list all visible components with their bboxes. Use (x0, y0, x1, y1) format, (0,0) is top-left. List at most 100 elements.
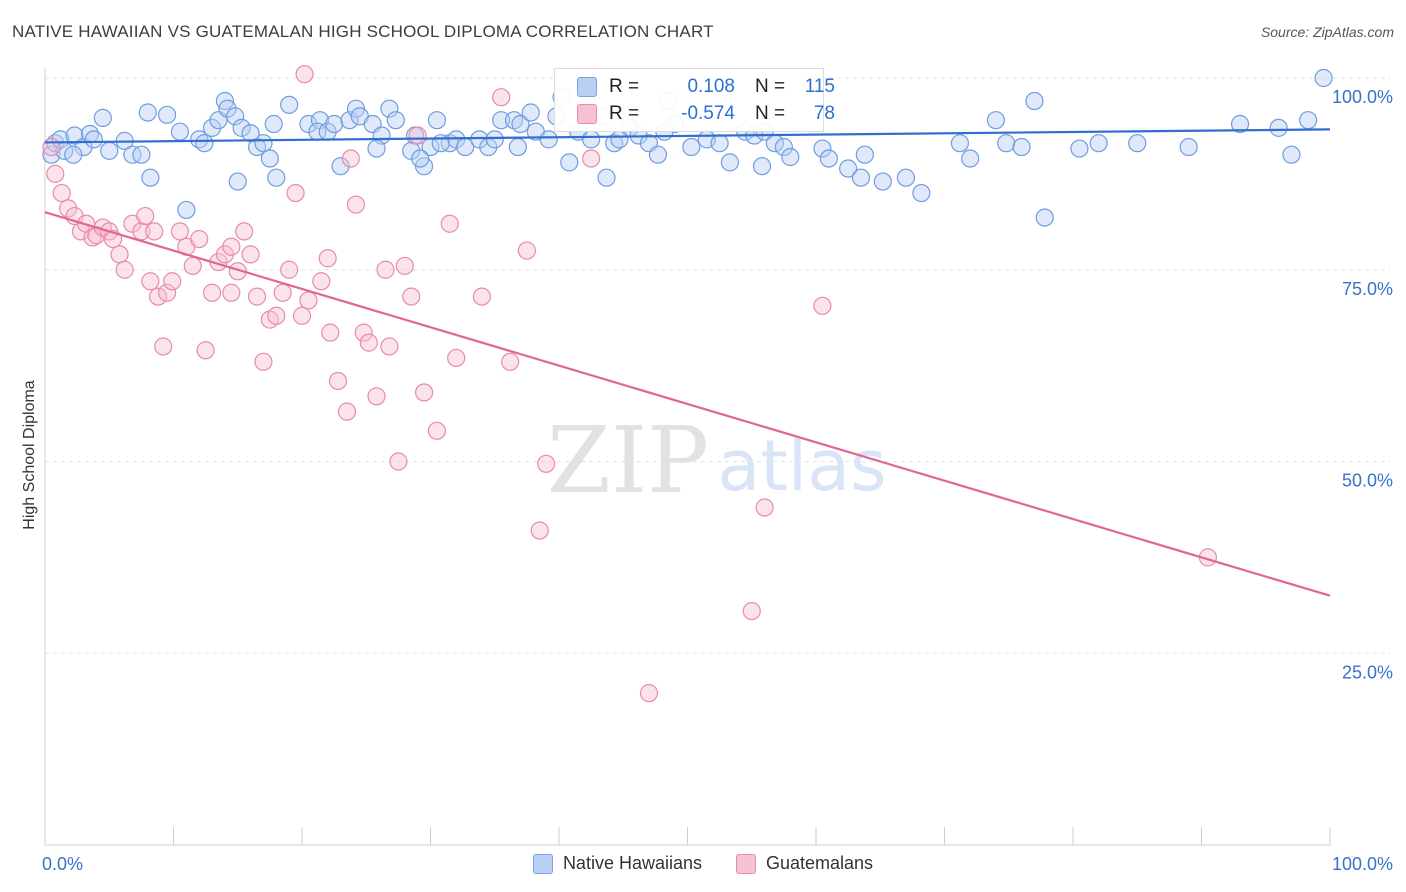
data-point (472, 287, 491, 306)
data-point (855, 145, 874, 164)
legend-swatch-pink (577, 104, 597, 124)
data-point (141, 272, 160, 291)
data-point (218, 99, 237, 118)
data-point (222, 283, 241, 302)
data-point (1128, 134, 1147, 153)
data-point (359, 333, 378, 352)
data-point (354, 323, 373, 342)
data-point (742, 601, 761, 621)
series-legend: Native Hawaiians Guatemalans (0, 853, 1406, 874)
data-point (64, 145, 83, 164)
data-point (138, 103, 157, 122)
data-point (597, 168, 616, 187)
data-point (408, 126, 427, 145)
data-point (1230, 114, 1250, 134)
data-point (896, 168, 916, 187)
data-point (367, 139, 386, 158)
data-point (267, 168, 286, 187)
data-point (346, 195, 366, 214)
legend-item-guatemalans[interactable]: Guatemalans (736, 853, 873, 874)
data-point (228, 172, 247, 191)
data-point (280, 260, 299, 279)
data-point (1314, 68, 1333, 88)
series-native-hawaiians (42, 68, 1333, 227)
data-point (431, 134, 450, 153)
data-point (380, 99, 399, 118)
legend-series-name: Native Hawaiians (562, 853, 702, 873)
legend-item-native-hawaiians[interactable]: Native Hawaiians (532, 853, 702, 874)
data-point (232, 118, 251, 137)
data-point (851, 168, 871, 187)
tick-labels: 25.0% 50.0% 75.0% 100.0% 0.0% 100.0% (42, 87, 1393, 874)
data-point (136, 206, 155, 226)
data-point (157, 105, 177, 124)
data-point (170, 122, 190, 141)
gridlines (45, 77, 1390, 654)
data-point (367, 387, 386, 406)
data-point (1282, 145, 1301, 164)
data-point (682, 137, 701, 157)
data-point (752, 157, 772, 176)
data-point (402, 287, 421, 306)
data-point (226, 107, 245, 126)
data-point (260, 149, 279, 168)
data-point (1269, 118, 1288, 137)
data-point (386, 111, 405, 130)
data-point (501, 352, 520, 371)
data-point (190, 229, 209, 249)
data-point (639, 684, 659, 703)
data-point (247, 287, 267, 306)
data-point (813, 139, 832, 158)
legend-swatch-blue (532, 853, 553, 874)
data-point (93, 108, 112, 127)
data-point (517, 241, 536, 260)
data-point (380, 337, 399, 356)
legend-n-value: 115 (804, 76, 835, 97)
legend-n-label: N = (755, 76, 786, 97)
trend-lines (44, 128, 1331, 597)
data-point (141, 168, 160, 187)
legend-r-value: 0.108 (687, 76, 735, 97)
data-point (492, 111, 511, 130)
data-point (273, 283, 292, 302)
data-point (873, 172, 892, 191)
data-point (202, 283, 222, 302)
data-point (530, 521, 549, 540)
legend-r-value: -0.574 (681, 103, 735, 124)
data-point (341, 149, 360, 168)
data-point (321, 323, 340, 342)
y-tick-label: 100.0% (1332, 87, 1393, 107)
data-point (132, 145, 151, 164)
data-point (1012, 137, 1031, 157)
data-point (1070, 139, 1089, 158)
data-point (222, 237, 241, 256)
x-tick-label: 0.0% (42, 854, 83, 874)
data-point (414, 383, 434, 402)
data-point (492, 88, 511, 107)
data-point (295, 65, 314, 84)
legend-n-label: N = (755, 103, 786, 124)
data-point (52, 183, 71, 203)
data-point (340, 111, 359, 130)
data-point (254, 134, 273, 153)
data-point (280, 95, 299, 114)
data-point (582, 149, 601, 168)
trend-line (44, 211, 1331, 597)
y-tick-label: 25.0% (1342, 662, 1393, 682)
chart-title: NATIVE HAWAIIAN VS GUATEMALAN HIGH SCHOO… (12, 22, 714, 41)
data-point (813, 296, 832, 315)
source-credit: Source: ZipAtlas.com (1260, 24, 1394, 40)
data-point (582, 130, 601, 149)
data-point (774, 137, 793, 157)
data-point (331, 157, 350, 176)
data-point (42, 137, 61, 157)
data-point (100, 141, 119, 160)
data-point (254, 352, 273, 371)
data-point (267, 306, 286, 325)
data-point (286, 183, 305, 203)
data-point (46, 164, 65, 183)
legend-n-value: 78 (813, 103, 835, 124)
watermark: ZIP atlas (547, 407, 887, 514)
data-point (997, 134, 1016, 153)
data-point (710, 134, 729, 153)
